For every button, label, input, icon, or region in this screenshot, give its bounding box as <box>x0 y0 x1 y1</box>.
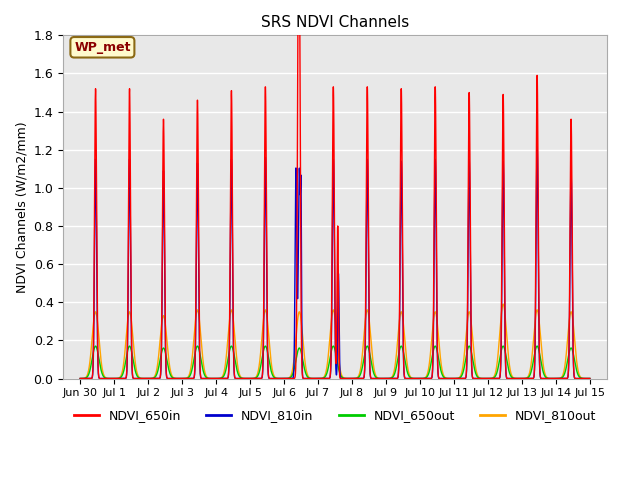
Title: SRS NDVI Channels: SRS NDVI Channels <box>261 15 409 30</box>
Legend: NDVI_650in, NDVI_810in, NDVI_650out, NDVI_810out: NDVI_650in, NDVI_810in, NDVI_650out, NDV… <box>68 404 601 427</box>
Y-axis label: NDVI Channels (W/m2/mm): NDVI Channels (W/m2/mm) <box>15 121 28 293</box>
Text: WP_met: WP_met <box>74 41 131 54</box>
